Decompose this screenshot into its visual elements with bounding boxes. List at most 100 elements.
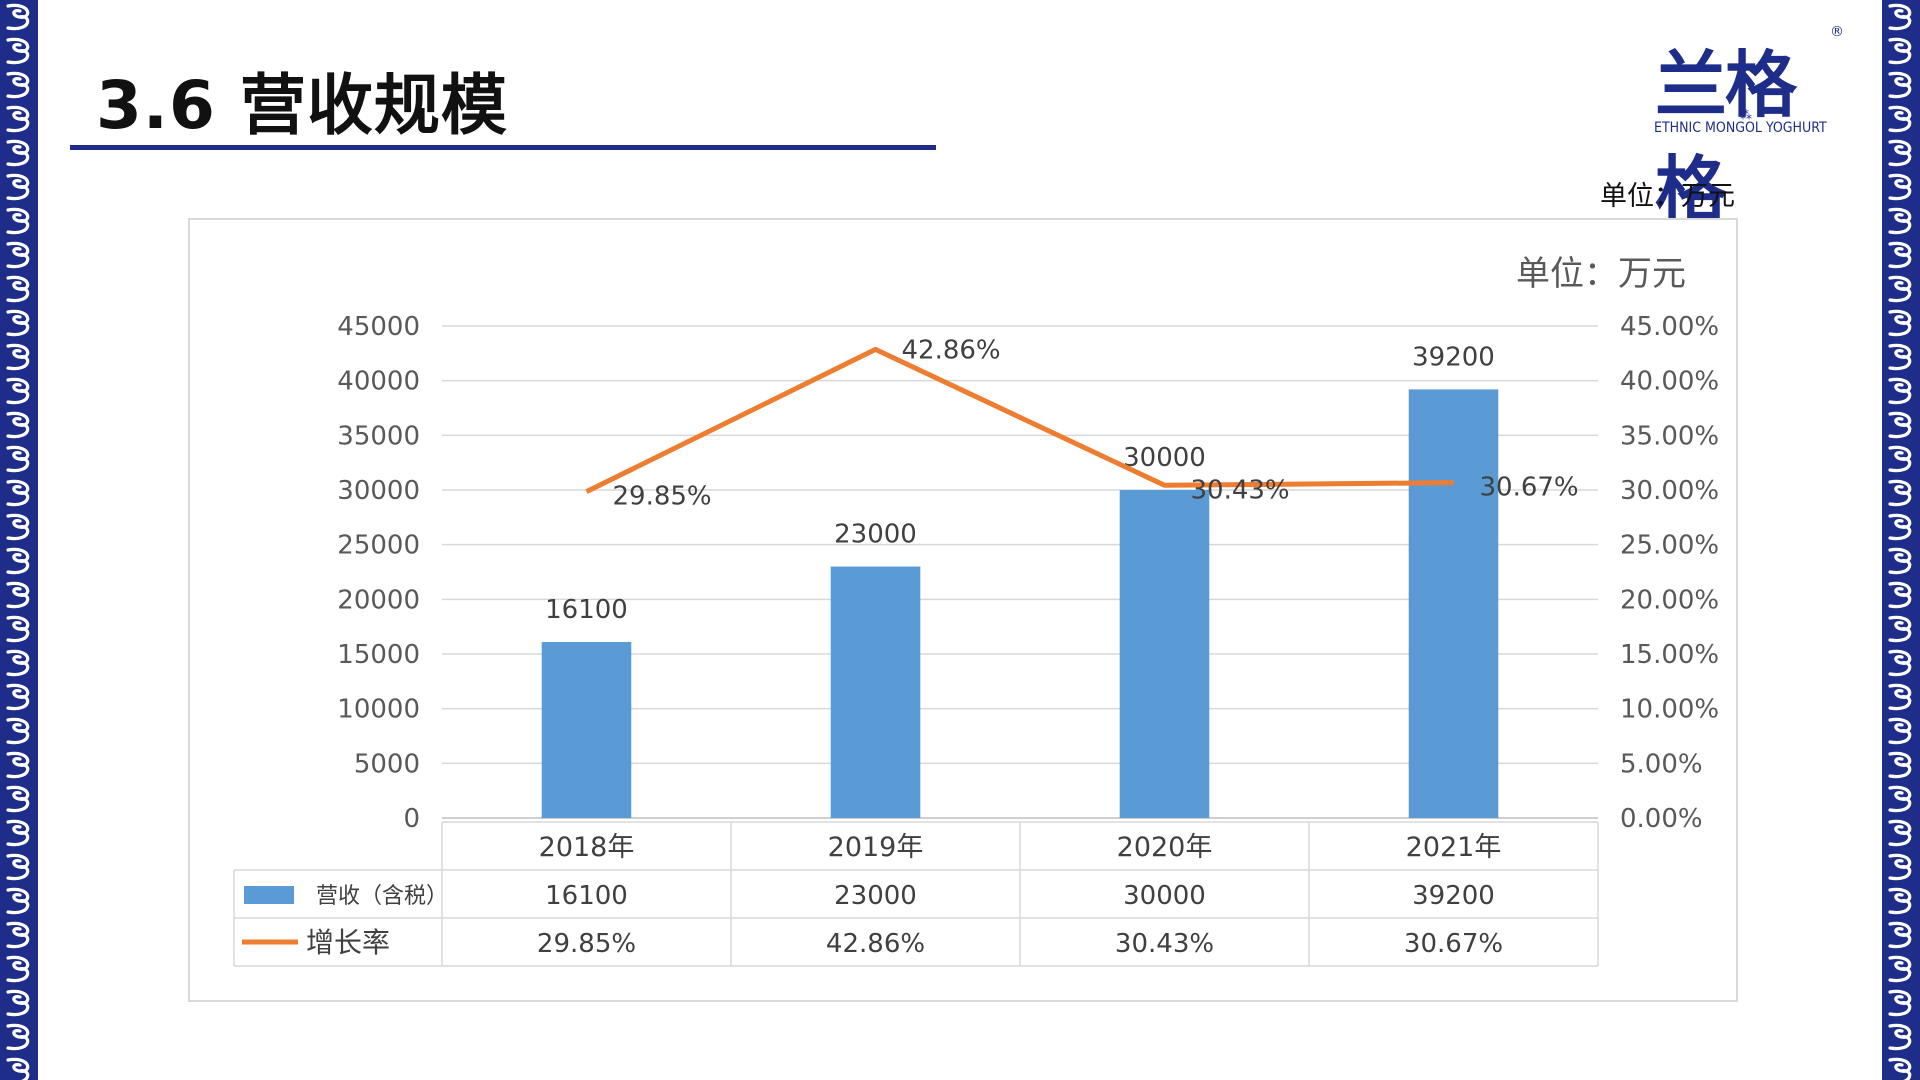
scroll-motif	[1888, 377, 1912, 405]
bar-data-label: 39200	[1412, 342, 1495, 372]
right-axis-tick-label: 30.00%	[1620, 476, 1719, 506]
scroll-motif	[1888, 71, 1912, 99]
scroll-motif	[1888, 955, 1912, 983]
left-axis-tick-label: 25000	[337, 531, 420, 561]
scroll-motif	[1888, 241, 1912, 269]
bar	[1119, 490, 1210, 818]
decorative-border-left	[0, 0, 38, 1080]
scroll-motif	[1888, 683, 1912, 711]
page-title: 3.6 营收规模	[96, 67, 508, 144]
scroll-motif	[1888, 173, 1912, 201]
line-data-label: 30.43%	[1191, 475, 1290, 505]
line-data-label: 29.85%	[613, 482, 712, 512]
scroll-motif	[6, 955, 30, 983]
knot-ornament-icon: ⁂	[1740, 108, 1752, 122]
scroll-motif	[6, 853, 30, 881]
scroll-motif	[1888, 887, 1912, 915]
scroll-motif	[6, 785, 30, 813]
scroll-motif	[6, 819, 30, 847]
legend-swatch-bar	[244, 886, 294, 904]
table-cell-revenue: 39200	[1412, 881, 1495, 911]
scroll-motif	[1888, 207, 1912, 235]
scroll-motif	[6, 513, 30, 541]
right-axis-tick-label: 15.00%	[1620, 640, 1719, 670]
right-axis-tick-label: 35.00%	[1620, 421, 1719, 451]
scroll-motif	[6, 309, 30, 337]
left-axis-tick-label: 40000	[337, 367, 420, 397]
scroll-motif	[6, 377, 30, 405]
scroll-motif	[1888, 853, 1912, 881]
unit-label: 单位：万元	[1600, 181, 1735, 212]
scroll-motif	[6, 751, 30, 779]
brand-logo: 兰格格 ® ⁂ ETHNIC MONGOL YOGHURT	[1652, 24, 1852, 232]
scroll-motif	[6, 989, 30, 1017]
scroll-motif	[1888, 751, 1912, 779]
registered-mark-icon: ®	[1830, 24, 1844, 40]
title-underline	[70, 145, 936, 150]
scroll-motif	[1888, 1023, 1912, 1051]
scroll-motif	[6, 615, 30, 643]
left-axis-tick-label: 15000	[337, 640, 420, 670]
scroll-motif	[6, 547, 30, 575]
category-label: 2018年	[539, 832, 635, 863]
scroll-motif	[1888, 581, 1912, 609]
logo-wordmark: 兰格格	[1655, 43, 1797, 232]
scroll-motif	[6, 37, 30, 65]
scroll-motif	[1888, 649, 1912, 677]
line-data-label: 30.67%	[1480, 473, 1579, 503]
right-axis-tick-label: 25.00%	[1620, 531, 1719, 561]
chart-unit-label: 单位：万元	[1516, 254, 1686, 294]
scroll-motif	[1888, 105, 1912, 133]
scroll-motif	[1888, 1057, 1912, 1080]
logo-subtitle: ETHNIC MONGOL YOGHURT	[1654, 120, 1827, 136]
scroll-motif	[1888, 785, 1912, 813]
scroll-motif	[6, 581, 30, 609]
table-cell-growth: 42.86%	[826, 929, 925, 959]
scroll-motif	[1888, 309, 1912, 337]
scroll-motif	[6, 411, 30, 439]
scroll-motif	[1888, 547, 1912, 575]
left-axis-tick-label: 0	[403, 804, 420, 834]
legend-label-bar: 营收（含税）	[316, 884, 448, 909]
category-label: 2021年	[1406, 832, 1502, 863]
scroll-motif	[6, 921, 30, 949]
scroll-motif	[6, 717, 30, 745]
right-axis-tick-label: 45.00%	[1620, 312, 1719, 342]
border-band	[0, 0, 38, 1080]
scroll-motif	[1888, 479, 1912, 507]
scroll-motif	[6, 173, 30, 201]
category-label: 2020年	[1117, 832, 1213, 863]
table-cell-growth: 30.43%	[1115, 929, 1214, 959]
right-axis-tick-label: 20.00%	[1620, 585, 1719, 615]
scroll-motif	[6, 445, 30, 473]
scroll-motif	[6, 343, 30, 371]
border-band	[1882, 0, 1920, 1080]
table-cell-revenue: 23000	[834, 881, 917, 911]
scroll-motif	[6, 1057, 30, 1080]
left-axis-tick-label: 5000	[354, 749, 420, 779]
right-axis-tick-label: 40.00%	[1620, 367, 1719, 397]
line-data-label: 42.86%	[902, 335, 1001, 365]
scroll-motif	[6, 105, 30, 133]
scroll-motif	[6, 649, 30, 677]
scroll-motif	[6, 207, 30, 235]
table-cell-revenue: 30000	[1123, 881, 1206, 911]
right-axis-tick-label: 5.00%	[1620, 749, 1703, 779]
growth-rate-line	[585, 346, 1454, 494]
table-cell-growth: 29.85%	[537, 929, 636, 959]
table-cell-revenue: 16100	[545, 881, 628, 911]
bar	[541, 641, 632, 818]
scroll-motif	[1888, 37, 1912, 65]
bar-data-label: 16100	[545, 595, 628, 625]
scroll-motif	[1888, 275, 1912, 303]
table-cell-growth: 30.67%	[1404, 929, 1503, 959]
right-axis-tick-label: 10.00%	[1620, 695, 1719, 725]
scroll-motif	[1888, 445, 1912, 473]
left-axis-tick-label: 10000	[337, 695, 420, 725]
scroll-motif	[6, 1023, 30, 1051]
bar	[1408, 389, 1499, 818]
scroll-motif	[1888, 139, 1912, 167]
left-axis-tick-label: 45000	[337, 312, 420, 342]
bar-data-label: 23000	[834, 520, 917, 550]
scroll-motif	[1888, 921, 1912, 949]
